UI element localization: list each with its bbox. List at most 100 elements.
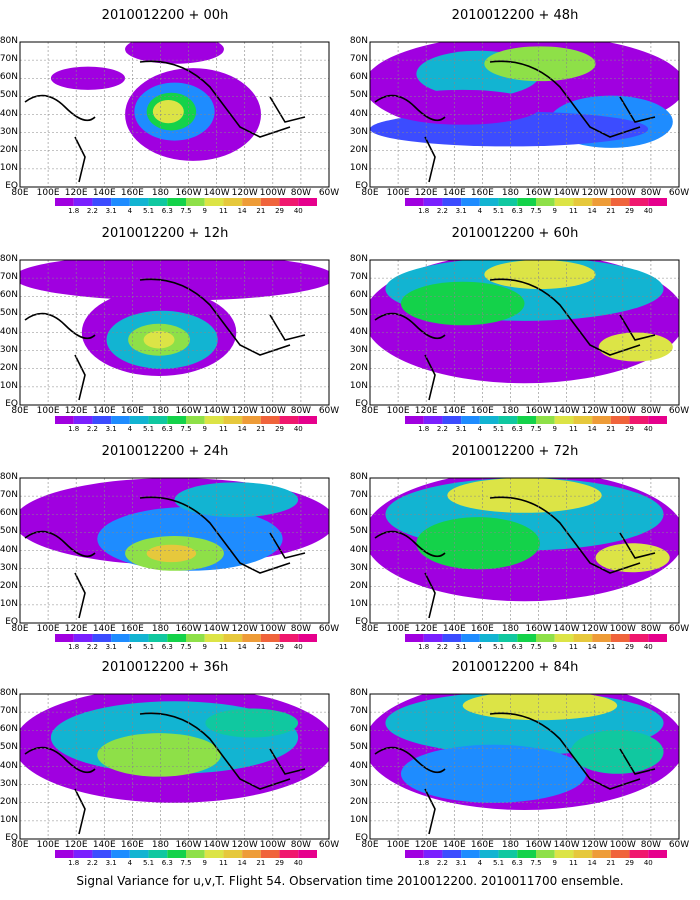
longitude-tick-label: 160W	[525, 840, 552, 850]
longitude-tick-label: 160E	[120, 406, 144, 416]
colorbar-swatch	[55, 416, 74, 424]
colorbar-swatch	[111, 850, 130, 858]
map-plot	[19, 693, 330, 858]
longitude-tick-label: 120E	[64, 188, 88, 198]
latitude-tick-label: 20N	[349, 796, 368, 807]
panel-title: 2010012200 + 36h	[101, 660, 229, 675]
latitude-tick-label: EQ	[5, 399, 18, 409]
colorbar-swatch	[442, 198, 462, 206]
panel-title: 2010012200 + 12h	[101, 226, 229, 241]
longitude-tick-label: 100E	[36, 188, 60, 198]
map-frame	[369, 693, 680, 840]
latitude-tick-label: 60N	[0, 508, 18, 519]
map-frame	[369, 259, 680, 406]
longitude-tick-label: 180	[501, 624, 520, 634]
colorbar-label: 4	[127, 643, 133, 651]
colorbar-label: 5.1	[492, 425, 505, 433]
colorbar-swatch	[554, 198, 574, 206]
colorbar-swatch	[298, 634, 317, 642]
colorbar-label: 1.8	[418, 859, 430, 867]
colorbar-label: 5.1	[142, 425, 155, 433]
colorbar-swatch	[517, 634, 536, 642]
longitude-tick-label: 100E	[36, 406, 60, 416]
longitude-tick-label: 60W	[668, 188, 690, 198]
colorbar-swatch	[442, 634, 462, 642]
colorbar-swatch	[405, 198, 424, 206]
latitude-tick-label: 10N	[0, 598, 18, 609]
longitude-tick-label: 140W	[203, 840, 230, 850]
colorbar-label: 21	[256, 859, 266, 867]
colorbar-label: 1.8	[418, 207, 430, 215]
longitude-tick-label: 140E	[92, 624, 116, 634]
colorbar-label: 21	[606, 859, 616, 867]
latitude-tick-label: 70N	[349, 490, 368, 501]
latitude-tick-label: 20N	[349, 362, 368, 373]
latitude-tick-label: 80N	[0, 36, 18, 46]
latitude-tick-label: 10N	[0, 380, 18, 391]
map-plot	[19, 259, 330, 424]
longitude-tick-label: 120W	[231, 406, 258, 416]
longitude-tick-label: 80W	[640, 840, 662, 850]
latitude-tick-label: 80N	[349, 254, 368, 264]
colorbar-swatch	[479, 416, 499, 424]
colorbar-swatch	[498, 198, 518, 206]
colorbar-swatch	[629, 850, 649, 858]
colorbar-swatch	[92, 850, 112, 858]
colorbar-label: 9	[552, 207, 557, 215]
latitude-tick-label: 30N	[349, 562, 368, 573]
colorbar-label: 2.2	[436, 859, 448, 867]
variance-contour	[97, 733, 221, 777]
longitude-tick-label: 160W	[525, 188, 552, 198]
colorbar-swatch	[423, 198, 443, 206]
longitude-tick-label: 60W	[318, 406, 340, 416]
colorbar-swatch	[648, 198, 667, 206]
colorbar-label: 3.1	[455, 643, 467, 651]
longitude-tick-label: 140W	[203, 406, 230, 416]
latitude-tick-label: 70N	[0, 54, 18, 65]
colorbar-swatch	[573, 416, 593, 424]
colorbar-label: 40	[293, 207, 303, 215]
colorbar-swatch	[461, 634, 480, 642]
colorbar-label: 29	[275, 207, 285, 215]
colorbar-swatch	[242, 416, 261, 424]
colorbar-label: 29	[625, 859, 635, 867]
longitude-tick-label: 180	[151, 188, 170, 198]
colorbar-label: 21	[256, 207, 266, 215]
longitude-tick-label: 120E	[414, 188, 438, 198]
longitude-tick-label: 160E	[470, 188, 494, 198]
colorbar-label: 4	[477, 859, 483, 867]
colorbar-label: 14	[587, 207, 597, 215]
panel-title: 2010012200 + 84h	[451, 660, 579, 675]
longitude-tick-label: 120W	[581, 840, 608, 850]
colorbar-swatch	[167, 416, 186, 424]
latitude-tick-label: 60N	[349, 508, 368, 519]
colorbar-swatch	[517, 850, 536, 858]
longitude-tick-label: 140E	[442, 840, 466, 850]
longitude-tick-label: 100W	[259, 188, 286, 198]
colorbar-label: 4	[477, 207, 483, 215]
latitude-tick-label: 50N	[0, 526, 18, 537]
colorbar-swatch	[186, 634, 205, 642]
colorbar-label: 21	[606, 643, 616, 651]
latitude-tick-label: 10N	[349, 162, 368, 173]
longitude-tick-label: 160E	[120, 188, 144, 198]
longitude-tick-label: 100E	[386, 624, 410, 634]
longitude-tick-label: 80W	[640, 188, 662, 198]
colorbar-swatch	[536, 198, 555, 206]
latitude-tick-label: 40N	[0, 544, 18, 555]
colorbar-swatch	[610, 198, 630, 206]
panel-title: 2010012200 + 00h	[101, 8, 229, 23]
latitude-tick-label: 20N	[0, 796, 18, 807]
colorbar-label: 21	[256, 643, 266, 651]
colorbar-label: 14	[587, 643, 597, 651]
colorbar-label: 5.1	[142, 643, 155, 651]
longitude-tick-label: 80W	[290, 406, 312, 416]
colorbar-swatch	[242, 850, 261, 858]
colorbar-swatch	[73, 634, 93, 642]
colorbar-swatch	[204, 198, 224, 206]
colorbar-swatch	[186, 198, 205, 206]
latitude-tick-label: 80N	[0, 254, 18, 264]
colorbar-label: 9	[202, 859, 207, 867]
longitude-tick-label: 140E	[92, 840, 116, 850]
colorbar-swatch	[405, 634, 424, 642]
